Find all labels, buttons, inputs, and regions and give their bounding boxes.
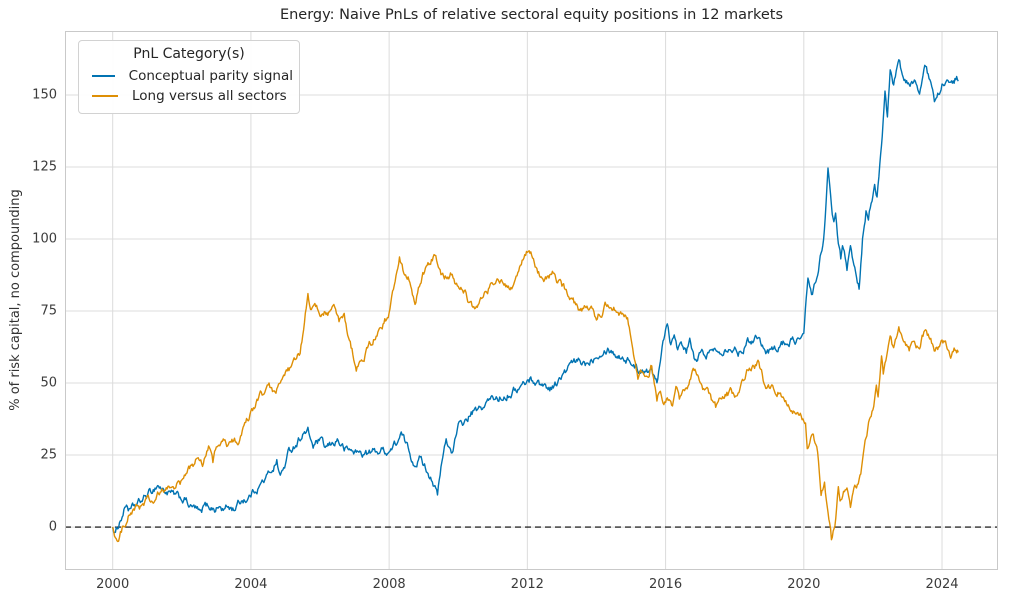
legend-item-conceptual-parity-signal: Conceptual parity signal xyxy=(85,66,293,86)
y-tick-label: 50 xyxy=(40,375,57,391)
legend-item-label: Long versus all sectors xyxy=(132,88,287,104)
legend-item-long-versus-all-sectors: Long versus all sectors xyxy=(85,86,293,106)
x-tick-label: 2000 xyxy=(96,577,130,592)
x-tick-label: 2024 xyxy=(925,577,959,592)
legend-line-swatch-orange xyxy=(92,95,118,97)
legend: PnL Category(s) Conceptual parity signal… xyxy=(78,40,300,114)
x-tick-label: 2020 xyxy=(787,577,821,592)
x-tick-label: 2016 xyxy=(649,577,683,592)
plot-area: PnL Category(s) Conceptual parity signal… xyxy=(65,31,998,570)
y-tick-label: 125 xyxy=(32,159,57,175)
legend-line-swatch-blue xyxy=(92,75,115,77)
x-tick-label: 2012 xyxy=(510,577,544,592)
y-tick-label: 100 xyxy=(32,231,57,247)
y-tick-label: 0 xyxy=(48,519,57,535)
x-tick-label: 2004 xyxy=(234,577,268,592)
legend-item-label: Conceptual parity signal xyxy=(128,68,293,84)
legend-title: PnL Category(s) xyxy=(133,46,245,62)
y-tick-label: 25 xyxy=(40,447,57,463)
chart-title: Energy: Naive PnLs of relative sectoral … xyxy=(279,7,784,23)
y-tick-label: 150 xyxy=(32,87,57,103)
y-tick-label: 75 xyxy=(40,303,57,319)
chart-canvas xyxy=(65,31,998,570)
x-tick-label: 2008 xyxy=(372,577,406,592)
